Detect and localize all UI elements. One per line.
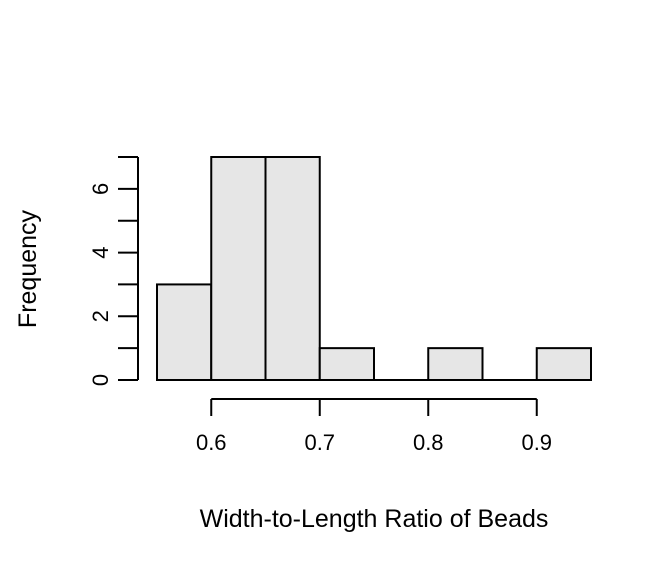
x-tick-label: 0.6 <box>196 430 227 455</box>
bars-group <box>156 156 592 381</box>
histogram-bar <box>264 156 321 381</box>
y-tick-label: 0 <box>88 374 113 386</box>
histogram-bar <box>156 283 213 381</box>
y-tick-label: 2 <box>88 310 113 322</box>
histogram-bar <box>427 347 484 381</box>
y-tick-label: 4 <box>88 246 113 258</box>
y-tick-label: 6 <box>88 183 113 195</box>
x-axis: 0.6 0.7 0.8 0.9 <box>196 398 552 455</box>
x-axis-title: Width-to-Length Ratio of Beads <box>200 505 549 533</box>
y-axis: 0 2 4 6 <box>88 156 139 386</box>
x-tick-label: 0.7 <box>304 430 335 455</box>
x-tick-label: 0.8 <box>413 430 444 455</box>
histogram-bar <box>535 347 592 381</box>
x-tick-label: 0.9 <box>521 430 552 455</box>
histogram-bar <box>318 347 375 381</box>
histogram-bar <box>210 156 267 381</box>
y-axis-title: Frequency <box>14 209 42 328</box>
